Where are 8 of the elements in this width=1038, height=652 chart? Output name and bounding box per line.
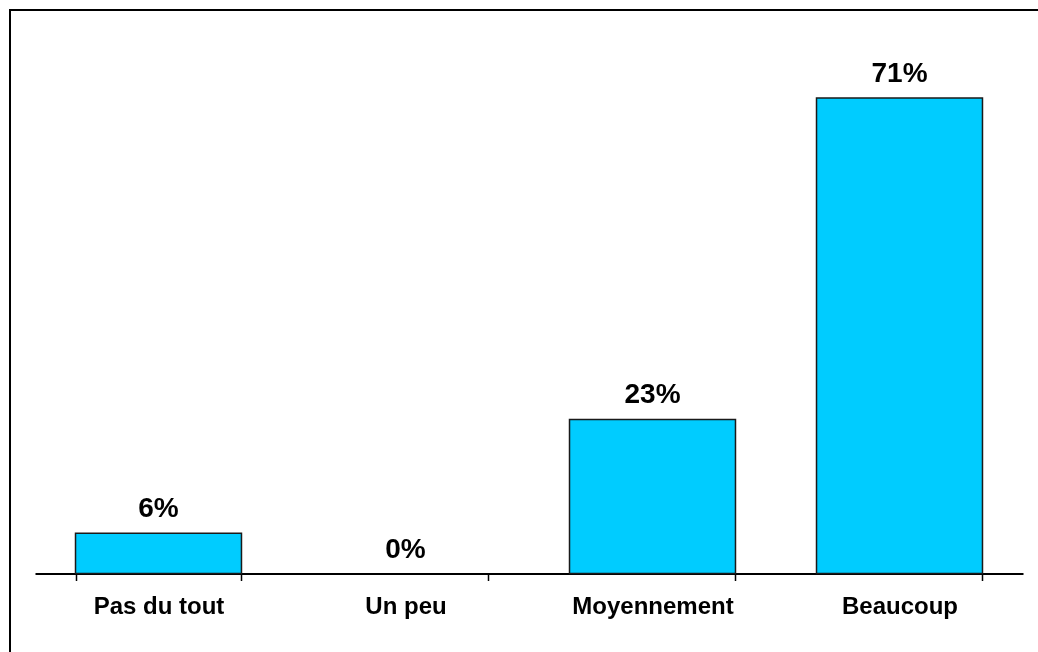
data-label: 71%	[871, 57, 928, 88]
x-tick-label: Pas du tout	[93, 592, 225, 619]
data-label: 6%	[138, 492, 179, 524]
x-tick-label: Un peu	[365, 592, 447, 619]
data-label: 23%	[624, 378, 681, 410]
x-tick-label: Moyennement	[572, 592, 734, 619]
x-tick-label: Beaucoup	[841, 592, 959, 619]
data-label: 0%	[385, 532, 426, 564]
